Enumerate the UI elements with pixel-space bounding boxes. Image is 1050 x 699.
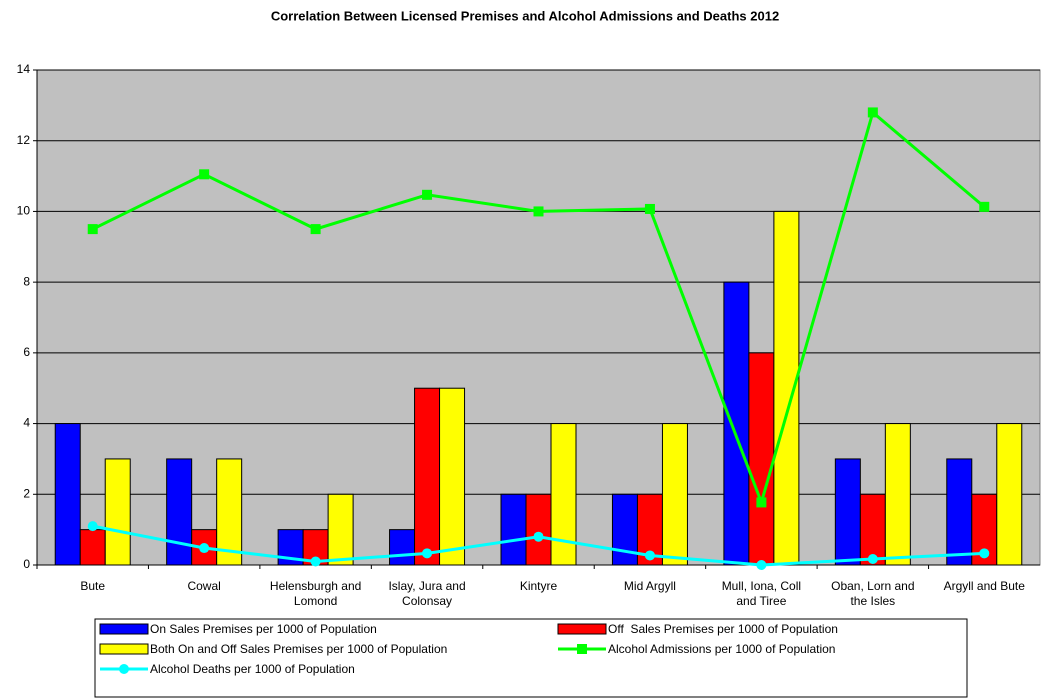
x-tick-label: Mull, Iona, Coll and Tiree: [721, 579, 802, 608]
y-tick-label: 6: [23, 345, 30, 359]
bar: [439, 387, 466, 566]
marker: [199, 169, 210, 180]
legend-swatch: [557, 623, 607, 635]
marker: [199, 543, 210, 554]
x-tick-label: Helensburgh and Lomond: [269, 579, 362, 608]
bar: [414, 387, 441, 566]
marker: [756, 497, 767, 508]
bar: [389, 529, 416, 566]
bar: [79, 529, 106, 566]
marker: [422, 548, 433, 559]
marker: [979, 548, 990, 559]
legend-swatch: [99, 623, 149, 635]
x-tick-label: Mid Argyll: [623, 579, 676, 593]
marker: [867, 553, 878, 564]
bar: [748, 352, 775, 566]
plot-area: [36, 69, 1041, 566]
bar: [166, 458, 193, 566]
marker: [310, 224, 321, 235]
x-tick-label: Cowal: [187, 579, 221, 593]
bar: [723, 281, 750, 566]
bar: [946, 458, 973, 566]
marker: [87, 224, 98, 235]
legend-label: On Sales Premises per 1000 of Population: [150, 622, 377, 636]
marker: [979, 201, 990, 212]
bar: [216, 458, 243, 566]
marker: [533, 531, 544, 542]
legend-marker: [119, 664, 129, 674]
marker: [533, 206, 544, 217]
bar: [884, 423, 911, 566]
legend-label: Both On and Off Sales Premises per 1000 …: [150, 642, 447, 656]
x-tick-label: Argyll and Bute: [943, 579, 1025, 593]
bar: [611, 493, 638, 566]
bar: [104, 458, 131, 566]
marker: [756, 560, 767, 570]
legend-label: Off Sales Premises per 1000 of Populatio…: [608, 622, 838, 636]
bar: [859, 493, 886, 566]
marker: [87, 521, 98, 532]
bar: [834, 458, 861, 566]
legend-label: Alcohol Deaths per 1000 of Population: [150, 662, 355, 676]
legend-box: [94, 618, 968, 698]
legend-swatch: [99, 643, 149, 655]
marker: [644, 550, 655, 561]
bar: [525, 493, 552, 566]
legend-marker: [577, 644, 587, 654]
x-tick-label: Bute: [80, 579, 106, 593]
chart-title: Correlation Between Licensed Premises an…: [271, 8, 779, 23]
bar: [661, 423, 688, 566]
marker: [310, 556, 321, 567]
marker: [644, 203, 655, 214]
x-tick-label: Oban, Lorn and the Isles: [831, 579, 915, 608]
bar: [500, 493, 527, 566]
y-tick-label: 2: [23, 486, 30, 500]
y-tick-label: 0: [23, 557, 30, 571]
y-tick-label: 12: [17, 133, 31, 147]
x-tick-label: Islay, Jura and Colonsay: [388, 579, 466, 608]
legend-label: Alcohol Admissions per 1000 of Populatio…: [608, 642, 835, 656]
bar: [996, 423, 1023, 566]
x-tick-label: Kintyre: [519, 579, 558, 593]
y-tick-label: 10: [17, 204, 31, 218]
bar: [54, 423, 81, 566]
marker: [422, 189, 433, 200]
y-tick-label: 4: [23, 416, 30, 430]
bar: [327, 493, 354, 566]
y-tick-label: 14: [17, 62, 31, 76]
y-tick-label: 8: [23, 274, 30, 288]
marker: [867, 107, 878, 118]
